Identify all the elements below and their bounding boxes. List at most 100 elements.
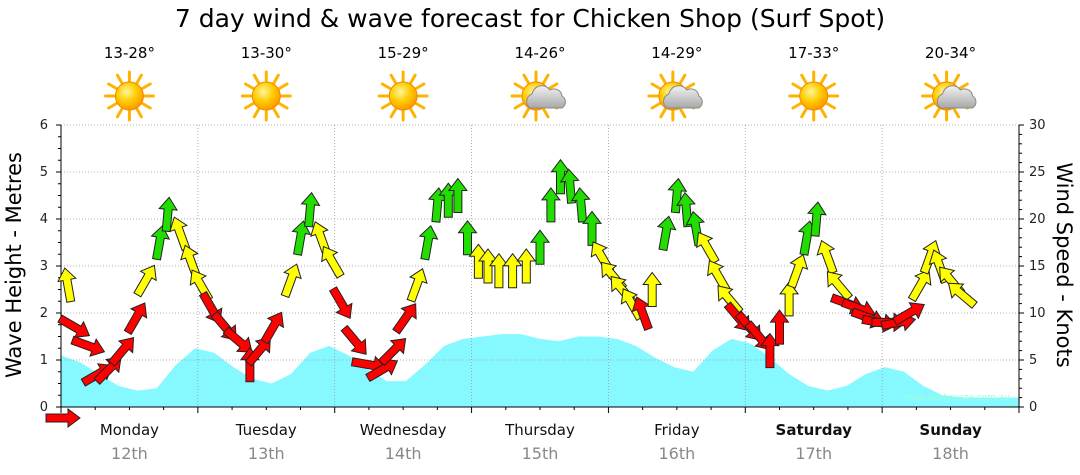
- sun-ray: [140, 82, 152, 90]
- wind-arrow: [107, 336, 135, 367]
- wind-arrow: [291, 220, 312, 256]
- wind-arrow: [328, 286, 353, 320]
- sun-ray: [650, 82, 662, 90]
- sun-ray: [924, 102, 936, 110]
- day-date: 18th: [932, 444, 969, 463]
- sun-ray: [513, 102, 525, 110]
- cloud-shape: [936, 85, 977, 109]
- day-name: Monday: [100, 421, 159, 439]
- sun-ray: [791, 102, 803, 110]
- sun-ray: [825, 102, 836, 110]
- day-name: Sunday: [919, 421, 982, 439]
- sun-rays: [377, 70, 429, 122]
- sun-ray: [135, 107, 143, 119]
- cloud-shape: [663, 85, 703, 109]
- wind-arrow: [57, 267, 77, 303]
- y2-tick-label: 0: [1029, 400, 1037, 415]
- day-date: 12th: [111, 444, 148, 463]
- sun-disc: [799, 81, 829, 111]
- current-wind-arrow: [45, 408, 81, 428]
- sun-ray: [547, 82, 559, 90]
- wind-arrow: [570, 187, 591, 223]
- day-name: Thursday: [504, 421, 575, 439]
- sun-cloud-icon: [510, 70, 566, 122]
- wind-arrow: [816, 239, 838, 275]
- sun-disc: [251, 81, 281, 111]
- sun-ray: [659, 73, 667, 85]
- y-tick-label: 5: [40, 165, 48, 180]
- wind-arrow: [696, 231, 720, 265]
- wave-area-group: [61, 334, 1019, 407]
- sun-ray: [107, 82, 118, 90]
- wind-arrow: [280, 263, 302, 299]
- wind-arrow: [779, 281, 800, 317]
- sun-ray: [650, 102, 662, 110]
- sun-ray: [819, 107, 828, 119]
- temperature-range: 13-28°: [104, 44, 155, 62]
- sun-ray: [252, 107, 261, 119]
- sun-icon: [240, 70, 292, 122]
- wind-arrow: [300, 191, 321, 228]
- sun-ray: [272, 73, 280, 85]
- wind-arrow: [642, 271, 663, 307]
- day-header-wednesday: 15-29° Wednesday 14th: [360, 44, 447, 463]
- sun-ray: [542, 73, 550, 85]
- wind-arrow: [244, 336, 271, 367]
- cloud-body: [663, 85, 703, 109]
- wind-arrow: [222, 326, 253, 353]
- y-tick-label: 1: [40, 353, 48, 368]
- sun-ray: [522, 107, 530, 119]
- temperature-range: 17-33°: [788, 44, 839, 62]
- sun-ray: [140, 102, 152, 110]
- axes-group: 0 1 2 3 4 5 6 0 5 10 15 20 25 30: [40, 118, 1046, 415]
- sun-ray: [107, 102, 118, 110]
- sun-rays: [647, 70, 699, 122]
- wind-arrow: [769, 309, 790, 345]
- y-tick-label: 2: [40, 306, 48, 321]
- day-date: 15th: [522, 444, 559, 463]
- y2-axis-title: Wind Speed - Knots: [1052, 162, 1076, 367]
- sun-disc: [388, 81, 418, 111]
- sun-ray: [952, 107, 961, 119]
- wind-arrow: [321, 245, 345, 279]
- sun-ray: [244, 102, 255, 110]
- wind-arrow: [418, 224, 439, 261]
- sun-rays: [921, 70, 973, 122]
- y-tick-label: 0: [40, 400, 48, 415]
- day-date: 16th: [658, 444, 695, 463]
- y2-tick-label: 15: [1029, 259, 1046, 274]
- temperature-range: 14-26°: [514, 44, 565, 62]
- wind-arrow: [392, 303, 417, 335]
- sun-ray: [252, 73, 261, 85]
- y2-tick-label: 10: [1029, 306, 1046, 321]
- wind-arrow: [717, 285, 744, 316]
- wind-arrow: [806, 201, 827, 237]
- wind-arrow: [133, 264, 157, 298]
- wind-arrow: [540, 187, 561, 223]
- wind-arrows-group: [45, 158, 978, 428]
- sun-ray: [933, 107, 941, 119]
- wind-arrow: [447, 177, 468, 213]
- day-header-monday: 13-28° Monday 12th: [100, 44, 159, 463]
- sun-ray: [277, 82, 289, 90]
- sun-ray: [115, 107, 124, 119]
- y2-tick-label: 25: [1029, 165, 1046, 180]
- cloud-body: [526, 85, 566, 109]
- wind-arrow: [826, 271, 853, 302]
- y-tick-label: 3: [40, 259, 48, 274]
- wind-arrow: [378, 337, 407, 367]
- sun-ray: [389, 73, 398, 85]
- temperature-range: 20-34°: [925, 44, 976, 62]
- sun-ray: [272, 107, 280, 119]
- sun-ray: [952, 73, 961, 85]
- sun-ray: [414, 102, 426, 110]
- wind-arrow: [892, 302, 925, 326]
- day-header-saturday: 17-33° Saturday 17th: [776, 44, 853, 463]
- sun-icon: [103, 70, 155, 122]
- sun-ray: [958, 82, 969, 90]
- sun-ray: [135, 73, 143, 85]
- sun-cloud-icon: [647, 70, 703, 122]
- sun-rays: [103, 70, 155, 122]
- sun-icon: [788, 70, 840, 122]
